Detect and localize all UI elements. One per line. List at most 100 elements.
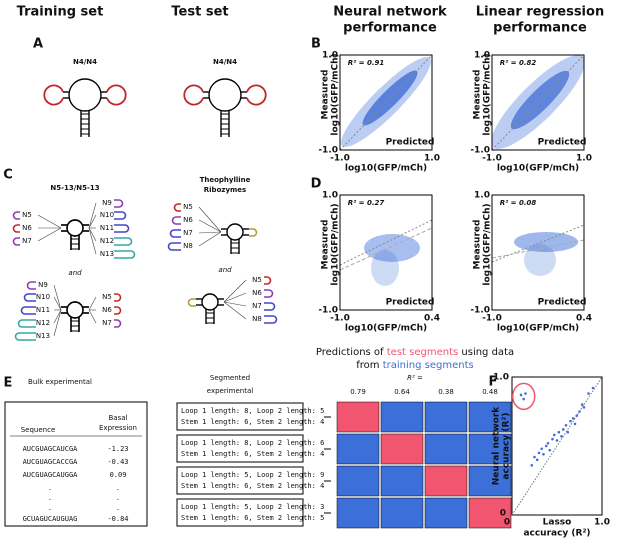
label: -1.0 — [318, 306, 338, 316]
label: and — [68, 269, 82, 277]
segment-box — [176, 402, 304, 431]
label: Segmented — [210, 374, 250, 382]
label: -1.0 — [470, 306, 490, 316]
label: 1.0 — [322, 191, 338, 201]
label: N7 — [252, 302, 262, 310]
label: N13 — [100, 250, 114, 258]
branch — [37, 214, 62, 229]
point — [571, 417, 575, 420]
point — [537, 451, 541, 455]
label: C — [3, 168, 13, 183]
loop — [201, 293, 219, 311]
branch — [37, 227, 62, 242]
label: Measured — [473, 70, 483, 120]
cell — [468, 401, 512, 433]
branch — [88, 309, 97, 324]
label: log10(GFP/mCh) — [345, 164, 427, 174]
cell — [336, 433, 380, 465]
point — [542, 452, 545, 456]
label: GCUAGUCAUGUAG — [23, 515, 78, 523]
point — [580, 403, 584, 406]
label: Training set — [17, 5, 104, 20]
loop-icon — [264, 289, 274, 298]
label: Neural network — [333, 5, 447, 20]
point — [569, 419, 572, 423]
label: experimental — [207, 387, 253, 395]
label: log10(GFP/mCh) — [483, 203, 493, 285]
point — [564, 424, 568, 427]
label: N10 — [100, 211, 114, 219]
label: Basal — [109, 414, 128, 422]
label: 0.4 — [576, 314, 592, 324]
segment-box — [176, 498, 304, 527]
point — [582, 406, 586, 409]
scatter-cloud — [340, 219, 432, 286]
loop-icon — [114, 293, 122, 302]
cell — [468, 433, 512, 465]
label: -1.0 — [318, 146, 338, 156]
label: N12 — [36, 319, 50, 327]
loop-icon — [114, 224, 130, 233]
label: 1.0 — [474, 191, 490, 201]
loop — [208, 78, 242, 112]
loop — [66, 219, 84, 237]
loop-icon — [20, 306, 36, 315]
branch — [53, 284, 62, 311]
point — [573, 422, 577, 426]
label: Ribozymes — [204, 186, 246, 194]
label: . — [48, 494, 52, 502]
cell — [424, 497, 468, 529]
label: . — [48, 504, 52, 512]
label: R² = 0.82 — [500, 59, 537, 67]
label: Loop 1 length: 8, Loop 2 length: 6 — [181, 439, 324, 447]
label: N6 — [252, 289, 262, 297]
label: N5 — [183, 203, 193, 211]
label: Stem 1 length: 6, Stem 2 length: 4 — [181, 482, 324, 490]
label: Predicted — [386, 298, 435, 308]
label: . — [48, 484, 52, 492]
plot-frame — [511, 376, 603, 516]
loop-icon — [114, 199, 124, 208]
point — [524, 392, 527, 395]
point — [587, 392, 590, 395]
cell — [424, 401, 468, 433]
point — [544, 444, 548, 448]
label: Loop 1 length: 5, Loop 2 length: 9 — [181, 471, 324, 479]
loop-icon — [26, 281, 36, 290]
point — [562, 428, 565, 431]
loop-icon — [12, 211, 20, 220]
hairpin — [183, 78, 267, 137]
label: B — [311, 37, 321, 52]
loop-icon — [264, 302, 276, 311]
label: Predicted — [538, 138, 587, 148]
label: Predicted — [386, 138, 435, 148]
branch — [53, 296, 62, 311]
label: . — [116, 484, 120, 492]
point — [540, 447, 543, 451]
label: N6 — [22, 224, 32, 232]
label: Stem 1 length: 6, Stem 2 length: 4 — [181, 450, 324, 458]
label: Theophylline — [200, 176, 251, 184]
branch — [223, 301, 247, 307]
loop-icon — [249, 228, 258, 237]
label: D — [311, 177, 322, 192]
label: Test set — [171, 5, 228, 20]
cell — [336, 401, 380, 433]
label: Measured — [321, 220, 331, 270]
label: 0.64 — [394, 388, 410, 396]
label: N7 — [102, 319, 112, 327]
label: Sequence — [21, 426, 56, 434]
point — [575, 414, 579, 417]
loop-icon — [114, 319, 122, 328]
hairpin — [196, 293, 224, 324]
cell — [424, 433, 468, 465]
label: -0.43 — [107, 458, 128, 466]
hairpin — [43, 78, 127, 137]
label: N5 — [102, 293, 112, 301]
label: log10(GFP/mCh) — [497, 324, 579, 334]
loop-icon — [114, 211, 127, 220]
label: Loop 1 length: 5, Loop 2 length: 3 — [181, 503, 324, 511]
scatter-cloud — [340, 55, 432, 150]
label: N6 — [183, 216, 193, 224]
label: -0.84 — [107, 515, 128, 523]
